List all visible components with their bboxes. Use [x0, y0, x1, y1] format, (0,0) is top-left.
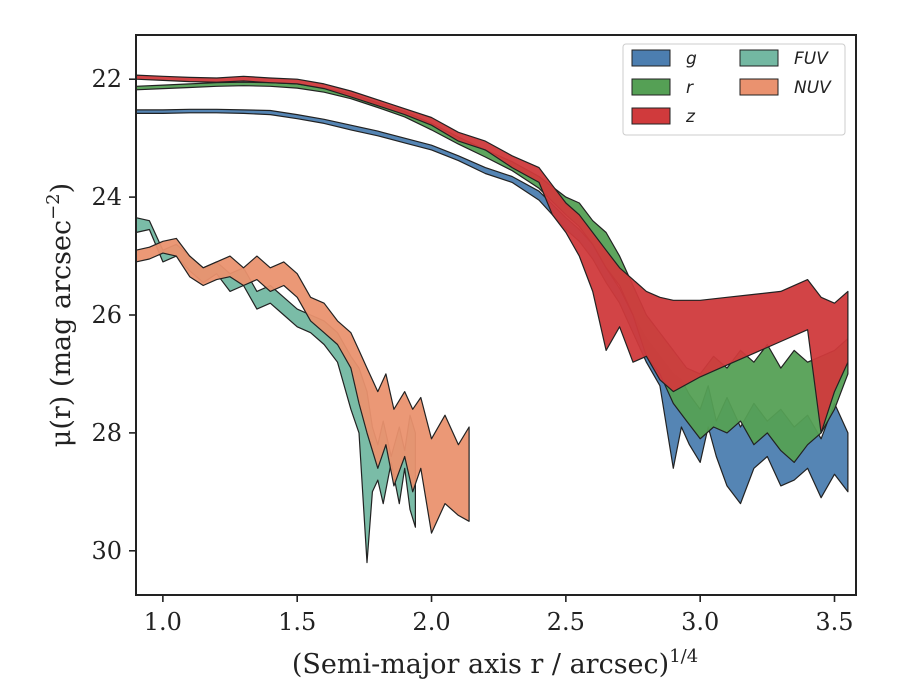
legend-label-FUV: FUV [794, 49, 829, 69]
y-tick-label: 30 [91, 537, 122, 565]
series-bands [135, 74, 849, 564]
y-axis-label-close: ) [46, 183, 77, 194]
legend-label-g: g [686, 49, 697, 69]
legend-swatch-r [631, 78, 671, 96]
y-axis-label-text: μ(r) (mag arcsec [46, 220, 77, 447]
y-tick-label: 24 [91, 183, 122, 211]
x-tick-label: 3.0 [681, 608, 719, 636]
legend-swatch-g [631, 49, 671, 67]
x-tick-label: 2.5 [547, 608, 585, 636]
y-tick-label: 26 [91, 301, 122, 329]
band-g [135, 108, 849, 505]
x-tick-label: 1.0 [144, 608, 182, 636]
legend-swatch-FUV [739, 49, 779, 67]
legend: grz FUV NUV [622, 43, 846, 136]
x-tick-label: 1.5 [278, 608, 316, 636]
legend-swatch-z [631, 107, 671, 125]
legend-box [622, 43, 846, 136]
band-z [135, 74, 849, 434]
x-tick-label: 2.0 [412, 608, 450, 636]
x-axis-label-power: 1/4 [669, 646, 698, 667]
y-tick-label: 22 [91, 65, 122, 93]
y-tick-label: 28 [91, 419, 122, 447]
legend-swatch-NUV [739, 78, 779, 96]
legend-label-z: z [685, 107, 696, 127]
x-axis-label: (Semi-major axis r / arcsec)1/4 [292, 646, 698, 680]
legend-label-NUV: NUV [794, 78, 832, 98]
x-axis-ticks: 1.0 1.5 2.0 2.5 3.0 3.5 [144, 595, 854, 636]
band-NUV [135, 237, 470, 534]
y-axis-label: μ(r) (mag arcsec−2) [43, 183, 77, 447]
x-tick-label: 3.5 [815, 608, 853, 636]
x-axis-label-text: (Semi-major axis r / arcsec) [292, 649, 669, 680]
legend-label-r: r [686, 78, 694, 98]
y-axis-ticks: 22 24 26 28 30 [91, 65, 136, 565]
y-axis-label-power: −2 [43, 193, 64, 220]
